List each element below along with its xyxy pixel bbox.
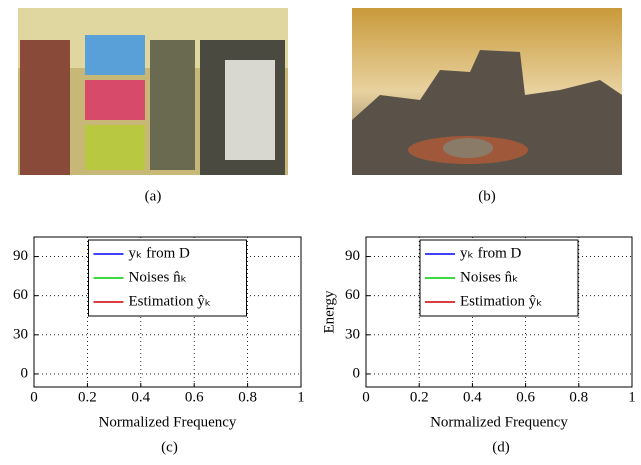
legend-label: yₖ from D [460, 245, 522, 261]
legend-label: Noises n̂ₖ [460, 269, 518, 285]
x-axis-label: Normalized Frequency [430, 414, 568, 430]
x-tick-label: 0.8 [238, 389, 257, 405]
x-tick-label: 0 [30, 389, 38, 405]
caption: (c) [161, 439, 178, 455]
x-tick-label: 0.4 [131, 389, 150, 405]
photo-b [352, 8, 622, 175]
x-tick-label: 1 [297, 389, 305, 405]
x-tick-label: 0.6 [516, 389, 535, 405]
caption: (a) [145, 188, 162, 204]
y-tick-label: 90 [13, 248, 28, 264]
y-axis-label: Energy [321, 290, 337, 334]
x-tick-label: 0.4 [463, 389, 482, 405]
x-tick-label: 0.6 [185, 389, 204, 405]
x-tick-label: 0.2 [410, 389, 429, 405]
legend-label: yₖ from D [129, 245, 191, 261]
x-tick-label: 1 [628, 389, 636, 405]
caption: (d) [492, 439, 510, 455]
y-tick-label: 0 [21, 365, 29, 381]
caption: (b) [478, 188, 496, 204]
x-tick-label: 0 [362, 389, 370, 405]
x-tick-label: 0.2 [78, 389, 97, 405]
y-tick-label: 30 [345, 326, 360, 342]
legend-label: Estimation ŷₖ [129, 293, 212, 309]
x-axis-label: Normalized Frequency [99, 414, 237, 430]
page: (a) (b) 0 30 60 90 0 0.2 0.4 0.6 0.8 1 yₖ from D No… [0, 0, 641, 465]
legend-label: Noises n̂ₖ [129, 269, 187, 285]
y-tick-label: 30 [13, 326, 28, 342]
legend-label: Estimation ŷₖ [460, 293, 543, 309]
y-tick-label: 0 [353, 365, 361, 381]
photo-a [18, 8, 288, 175]
y-tick-label: 60 [345, 287, 360, 303]
y-tick-label: 90 [345, 248, 360, 264]
y-tick-label: 60 [13, 287, 28, 303]
figure: (a) (b) 0 30 60 90 0 0.2 0.4 0.6 0.8 1 yₖ from D No… [0, 0, 641, 465]
x-tick-label: 0.8 [569, 389, 588, 405]
